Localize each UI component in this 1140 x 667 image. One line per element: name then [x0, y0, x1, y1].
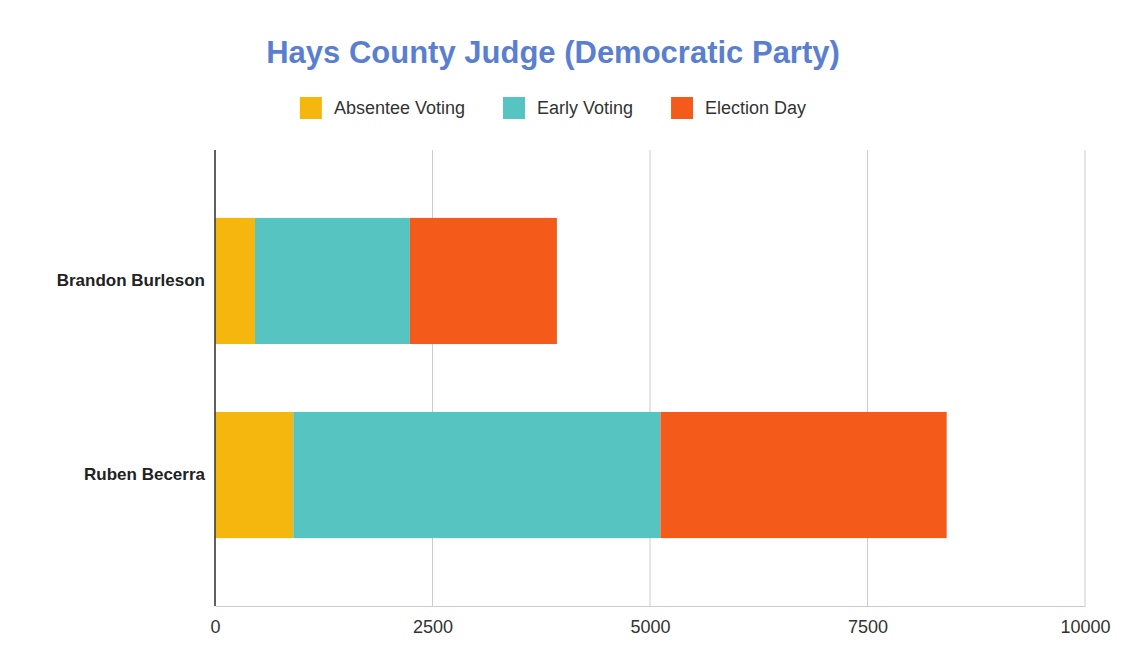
bar	[293, 412, 660, 538]
legend-label: Absentee Voting	[334, 98, 465, 118]
x-axis: 0 2500 5000 7500 10000	[210, 606, 1110, 637]
legend-swatch	[300, 97, 322, 119]
x-tick: 10000	[1060, 606, 1110, 637]
x-tick-label: 0	[210, 617, 220, 637]
legend-label: Early Voting	[537, 98, 633, 118]
bar	[410, 218, 557, 344]
x-tick-label: 2500	[413, 617, 453, 637]
legend-item: Early Voting	[503, 97, 633, 119]
y-axis-line	[214, 150, 216, 606]
series	[410, 218, 947, 538]
bar	[215, 218, 255, 344]
bars	[215, 218, 947, 538]
legend-swatch	[671, 97, 693, 119]
x-tick: 2500	[413, 606, 453, 637]
grid	[215, 150, 1085, 606]
x-tick-label: 10000	[1060, 617, 1110, 637]
x-tick-label: 7500	[848, 617, 888, 637]
bar	[215, 412, 293, 538]
bar	[255, 218, 410, 344]
legend-item: Election Day	[671, 97, 806, 119]
chart: Hays County Judge (Democratic Party) 0 250…	[0, 0, 1140, 667]
series	[255, 218, 660, 538]
y-tick-label: Brandon Burleson	[57, 271, 205, 290]
legend-item: Absentee Voting	[300, 97, 465, 119]
y-tick-label: Ruben Becerra	[84, 465, 205, 484]
x-tick: 5000	[630, 606, 670, 637]
legend-swatch	[503, 97, 525, 119]
title: Hays County Judge (Democratic Party)	[266, 35, 840, 70]
x-tick: 0	[210, 606, 220, 637]
x-tick: 7500	[848, 606, 888, 637]
x-axis-line	[216, 606, 1086, 607]
legend-label: Election Day	[705, 98, 806, 118]
grid-line	[215, 150, 216, 606]
legend: Absentee Voting Early Voting Election Day	[300, 97, 806, 119]
y-tick: Ruben Becerra	[84, 465, 215, 484]
y-axis: Brandon Burleson Ruben Becerra	[57, 150, 215, 606]
y-tick: Brandon Burleson	[57, 271, 215, 290]
grid-line	[1085, 150, 1086, 606]
x-tick-label: 5000	[630, 617, 670, 637]
bar	[660, 412, 946, 538]
